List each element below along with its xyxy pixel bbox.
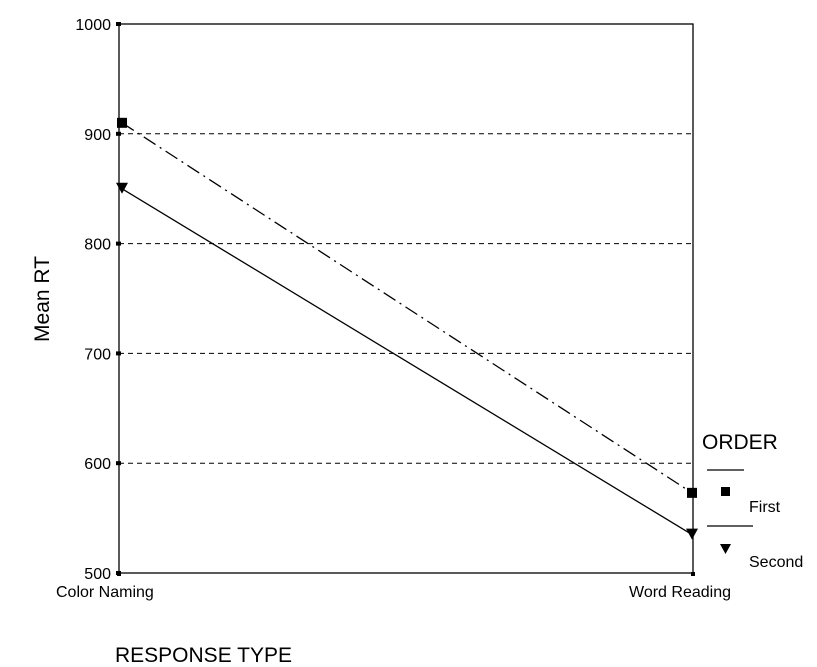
y-tick-mark-900: [116, 131, 121, 136]
series-lines: [121, 122, 693, 536]
legend-marker-second: [720, 544, 731, 554]
legend-label-second: Second: [749, 554, 803, 571]
y-axis-title: Mean RT: [31, 256, 54, 342]
y-tick-mark-600: [116, 461, 121, 466]
legend: ORDER First Second: [702, 431, 803, 571]
marker-first-1: [687, 487, 697, 498]
y-tick-mark-1000: [116, 22, 121, 26]
gridlines: [119, 133, 693, 464]
plot-area-frame: [118, 23, 694, 574]
y-tick-label-900: 900: [84, 127, 111, 144]
series-line-second: [121, 188, 693, 536]
marker-first-0: [117, 117, 127, 128]
legend-label-first: First: [749, 499, 781, 516]
y-tick-label-700: 700: [84, 346, 111, 363]
y-tick-label-800: 800: [84, 237, 111, 254]
y-tick-mark-800: [116, 241, 121, 246]
legend-title: ORDER: [702, 431, 778, 454]
x-axis-ticks: Color Naming Word Reading: [56, 572, 731, 601]
y-tick-label-1000: 1000: [75, 17, 111, 34]
legend-marker-first: [721, 487, 730, 496]
x-tick-mark-0: [117, 572, 121, 576]
marker-second-1: [686, 528, 698, 540]
y-tick-label-600: 600: [84, 456, 111, 473]
x-tick-mark-1: [691, 572, 695, 576]
x-axis-title: RESPONSE TYPE: [115, 644, 292, 667]
marker-second-0: [116, 182, 128, 194]
series-markers: [116, 117, 698, 540]
y-axis-ticks: 500 600 700 800 900 1000: [75, 17, 121, 583]
x-tick-label-0: Color Naming: [56, 584, 154, 601]
y-tick-label-500: 500: [84, 566, 111, 583]
series-line-first: [121, 122, 693, 494]
y-tick-mark-700: [116, 351, 121, 356]
x-tick-label-1: Word Reading: [629, 584, 731, 601]
